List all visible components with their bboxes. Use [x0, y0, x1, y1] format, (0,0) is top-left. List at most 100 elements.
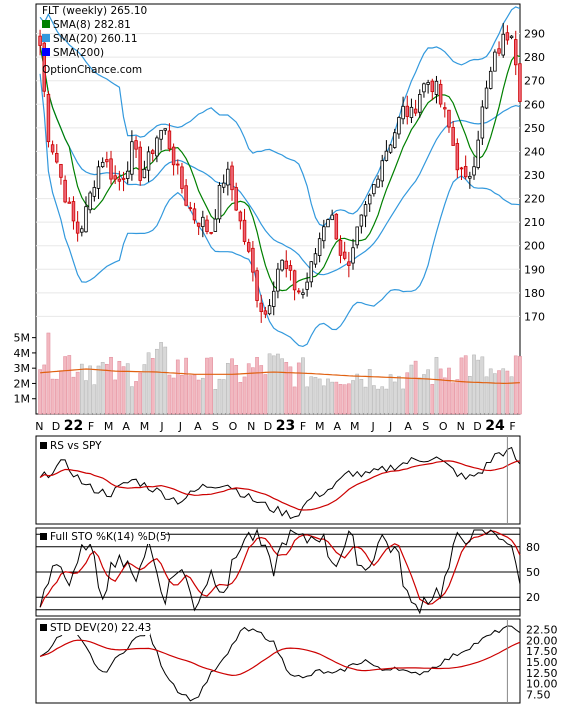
- volume-bar: [334, 381, 339, 415]
- candle-body: [246, 242, 251, 252]
- volume-bar: [200, 377, 205, 415]
- sto-tick-label: 20: [526, 591, 540, 604]
- rs-panel: RS vs SPY: [35, 435, 521, 525]
- volume-bar: [501, 368, 506, 415]
- volume-bar: [388, 374, 393, 415]
- candle-body: [372, 184, 376, 195]
- volume-bar: [409, 364, 414, 415]
- volume-bar: [380, 386, 385, 415]
- volume-bar: [422, 374, 426, 415]
- price-panel: 170180190200210220230240250260270280290 …: [14, 3, 545, 415]
- volume-bar: [355, 373, 360, 415]
- volume-bar: [75, 371, 80, 415]
- price-tick-label: 250: [524, 122, 545, 135]
- candle-body: [130, 141, 134, 175]
- candle-body: [384, 150, 389, 161]
- candle-body: [351, 247, 355, 264]
- candle-body: [38, 35, 42, 46]
- candle-body: [100, 161, 105, 168]
- volume-bar: [63, 356, 67, 415]
- volume-bar: [92, 384, 97, 415]
- volume-bar: [138, 372, 143, 415]
- candle-body: [509, 35, 514, 39]
- volume-bar: [259, 365, 264, 415]
- x-tick-label: A: [333, 420, 341, 433]
- volume-tick-label: 3M: [14, 362, 31, 375]
- volume-bar: [59, 370, 63, 415]
- volume-bar: [284, 362, 289, 415]
- candle-body: [468, 175, 472, 179]
- x-tick-label: J: [159, 420, 163, 433]
- price-tick-label: 210: [524, 216, 545, 229]
- sto-d-line: [39, 530, 521, 608]
- std-tick-label: 10.00: [526, 678, 558, 691]
- volume-bar: [134, 381, 138, 415]
- candle-body: [163, 128, 167, 131]
- x-tick-label: M: [104, 420, 114, 433]
- volume-bar: [321, 385, 326, 415]
- candle-body: [67, 201, 72, 204]
- volume-bar: [417, 377, 422, 415]
- volume-bar: [493, 373, 497, 415]
- candle-body: [455, 143, 460, 171]
- volume-bar: [192, 374, 197, 415]
- price-tick-label: 200: [524, 240, 545, 253]
- x-tick-label: N: [247, 420, 255, 433]
- x-tick-label: A: [404, 420, 412, 433]
- volume-average-line: [40, 368, 520, 385]
- x-tick-label: 22: [64, 418, 83, 434]
- volume-bar: [230, 358, 234, 415]
- volume-bar: [171, 377, 176, 415]
- volume-bar: [313, 377, 318, 415]
- bollinger-lower-line: [39, 73, 520, 348]
- legend-swatch: [42, 34, 50, 42]
- sto-tick-label: 50: [526, 566, 540, 579]
- x-tick-label: N: [457, 420, 465, 433]
- volume-bar: [238, 382, 243, 415]
- volume-bar: [175, 359, 180, 415]
- candle-body: [443, 107, 447, 110]
- candle-body: [209, 231, 213, 234]
- sto-k-line: [39, 528, 521, 615]
- watermark: OptionChance.com: [42, 64, 142, 76]
- volume-bar: [42, 364, 47, 415]
- candle-body: [71, 201, 76, 222]
- volume-bar: [392, 381, 397, 415]
- candle-body: [105, 159, 109, 163]
- volume-bar: [342, 384, 347, 415]
- volume-bar: [117, 361, 122, 415]
- candle-body: [342, 251, 347, 259]
- volume-bar: [338, 384, 343, 415]
- volume-bar: [351, 380, 355, 415]
- candle-body: [347, 261, 351, 266]
- candle-body: [188, 207, 193, 210]
- volume-bar: [109, 356, 113, 415]
- price-tick-label: 290: [524, 28, 545, 41]
- x-tick-label: D: [473, 420, 481, 433]
- x-tick-label: 23: [276, 418, 295, 434]
- std-tick-label: 20.00: [526, 634, 558, 647]
- candle-body: [447, 109, 451, 128]
- price-tick-label: 180: [524, 287, 545, 300]
- x-tick-label: N: [35, 420, 43, 433]
- candle-body: [217, 184, 222, 220]
- volume-tick-label: 4M: [14, 347, 31, 360]
- candle-body: [92, 187, 97, 197]
- volume-tick-label: 5M: [14, 332, 31, 345]
- sto-label: Full STO %K(14) %D(5): [50, 531, 171, 543]
- legend-label: SMA(20) 260.11: [53, 33, 138, 45]
- volume-bar: [326, 378, 330, 415]
- candle-body: [238, 211, 243, 222]
- price-panel-frame: [35, 3, 521, 415]
- price-tick-label: 190: [524, 263, 545, 276]
- x-tick-label: F: [300, 420, 306, 433]
- volume-bar: [430, 384, 435, 415]
- std-tick-label: 22.50: [526, 624, 558, 637]
- candle-body: [109, 158, 113, 180]
- volume-bar: [205, 357, 209, 415]
- candle-body: [276, 268, 280, 292]
- volume-bar: [509, 376, 514, 415]
- candle-body: [297, 290, 301, 293]
- rs-average-line: [39, 460, 521, 511]
